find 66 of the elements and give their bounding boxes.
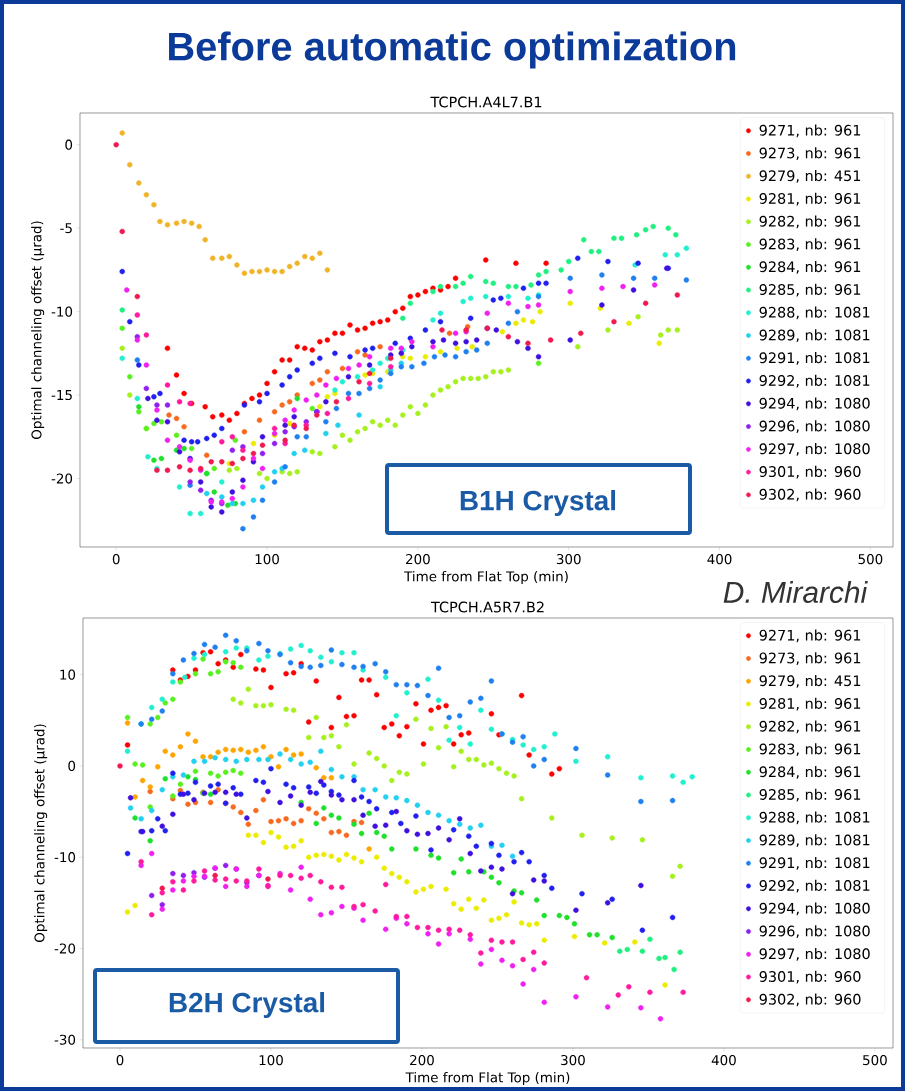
legend-label: 9291, nb: 1081	[759, 857, 870, 870]
x-tick-label: 500	[863, 1055, 887, 1066]
legend-label: 9271, nb: 961	[759, 124, 861, 138]
x-axis-title: Time from Flat Top (min)	[404, 571, 568, 585]
x-tick-label: 400	[711, 1055, 736, 1066]
legend-label: 9301, nb: 960	[759, 465, 861, 479]
legend-label: 9292, nb: 1081	[759, 374, 870, 388]
annotation: B1H Crystal	[460, 490, 616, 516]
legend-label: 9288, nb: 1081	[759, 811, 870, 825]
y-tick-label: 10	[60, 669, 76, 680]
x-tick-label: 200	[410, 1055, 434, 1066]
x-tick-label: 500	[858, 554, 883, 565]
x-axis-title: Time from Flat Top (min)	[405, 1072, 570, 1086]
legend-label: 9282, nb: 961	[759, 720, 861, 734]
legend-label: 9284, nb: 961	[759, 766, 861, 779]
legend-label: 9281, nb: 961	[759, 697, 861, 711]
legend-label: 9273, nb: 961	[759, 652, 861, 665]
x-tick-label: 0	[116, 1055, 124, 1066]
legend-label: 9296, nb: 1080	[759, 925, 870, 938]
legend-label: 9283, nb: 961	[759, 238, 861, 251]
legend-label: 9281, nb: 961	[759, 192, 861, 206]
legend-label: 9294, nb: 1080	[759, 902, 870, 916]
legend-label: 9282, nb: 961	[759, 215, 861, 229]
chart-title: TCPCH.A5R7.B2	[430, 601, 544, 613]
legend-label: 9292, nb: 1081	[759, 879, 870, 893]
legend-label: 9279, nb: 451	[759, 674, 861, 688]
legend-label: 9291, nb: 1081	[759, 352, 870, 365]
legend-label: 9301, nb: 960	[759, 970, 861, 984]
legend-label: 9297, nb: 1080	[759, 948, 870, 961]
y-tick-label: -20	[54, 943, 76, 954]
legend-label: 9273, nb: 961	[759, 147, 861, 160]
y-tick-label: -5	[60, 223, 72, 234]
y-tick-label: -15	[51, 390, 72, 401]
legend-label: 9302, nb: 960	[759, 488, 861, 502]
x-tick-label: 100	[259, 1055, 283, 1066]
y-tick-label: 0	[65, 139, 73, 150]
legend-label: 9302, nb: 960	[759, 993, 861, 1007]
x-tick-label: 400	[707, 554, 732, 565]
legend-label: 9289, nb: 1081	[759, 834, 870, 847]
x-tick-label: 0	[112, 554, 120, 565]
legend-label: 9283, nb: 961	[759, 743, 861, 756]
legend-label: 9296, nb: 1080	[759, 420, 870, 433]
y-tick-label: -20	[51, 473, 73, 484]
legend-label: 9279, nb: 451	[759, 170, 861, 183]
legend-label: 9289, nb: 1081	[759, 329, 870, 342]
y-tick-label: -30	[54, 1034, 76, 1045]
text: Before automatic optimization	[169, 31, 736, 69]
annotation: B2H Crystal	[169, 992, 325, 1018]
y-axis-title: Optimal channeling offset (μrad)	[31, 221, 45, 439]
y-tick-label: -10	[54, 852, 76, 863]
y-axis-title: Optimal channeling offset (μrad)	[34, 724, 48, 942]
text: D. Mirarchi	[723, 581, 868, 603]
legend-label: 9294, nb: 1080	[759, 397, 870, 411]
chart-title: TCPCH.A4L7.B1	[430, 96, 542, 108]
legend-label: 9285, nb: 961	[759, 788, 861, 802]
legend-label: 9288, nb: 1081	[759, 306, 870, 320]
legend-label: 9285, nb: 961	[759, 283, 861, 297]
x-tick-label: 300	[556, 554, 581, 565]
y-tick-label: -10	[51, 306, 73, 317]
legend-label: 9284, nb: 961	[759, 261, 861, 274]
y-tick-label: 0	[68, 760, 76, 771]
legend-label: 9297, nb: 1080	[759, 443, 870, 456]
x-tick-label: 300	[561, 1055, 585, 1066]
x-tick-label: 100	[255, 554, 279, 565]
x-tick-label: 200	[406, 554, 430, 565]
legend-label: 9271, nb: 961	[759, 629, 861, 643]
